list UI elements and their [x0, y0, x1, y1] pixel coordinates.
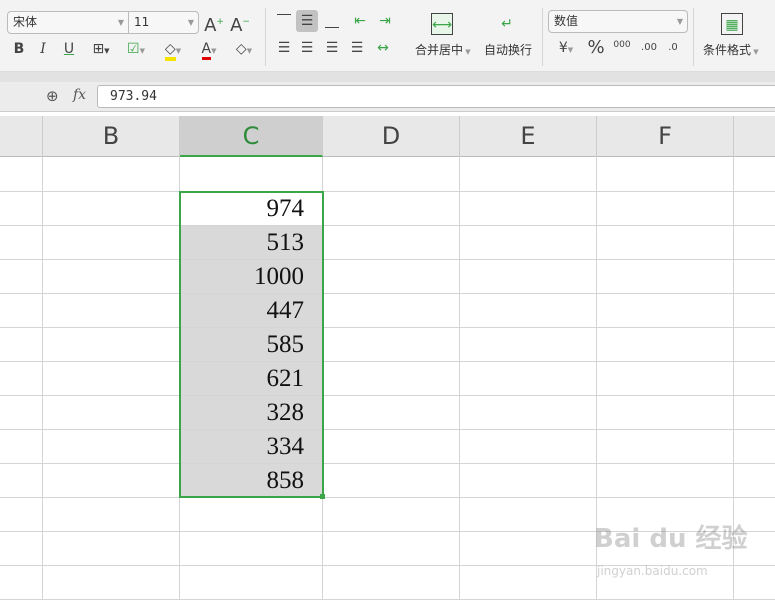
row-gridline: [0, 293, 775, 294]
distribute-icon[interactable]: ↔: [377, 40, 389, 56]
row-gridline: [0, 259, 775, 260]
watermark-logo: Bai du 经验: [594, 524, 748, 554]
cell-c8[interactable]: 328: [180, 396, 322, 429]
chevron-down-icon: ▼: [676, 17, 683, 26]
align-left-icon[interactable]: ☰: [277, 40, 291, 56]
increase-decimal-button[interactable]: .00: [641, 42, 657, 53]
underline-icon[interactable]: U: [63, 41, 75, 57]
column-gridline: [596, 157, 597, 599]
font-color-icon[interactable]: A▼: [194, 38, 224, 60]
clear-format-icon[interactable]: ◇▼: [235, 41, 253, 57]
conditional-format-icon[interactable]: ▦: [721, 13, 743, 35]
align-right-icon[interactable]: ☰: [325, 40, 339, 56]
merge-center-label: 合并居中: [415, 43, 464, 57]
percent-button[interactable]: %: [587, 37, 605, 58]
font-size-select[interactable]: 11 ▼: [128, 11, 199, 34]
align-middle-icon[interactable]: ☰: [296, 10, 318, 32]
thousands-button[interactable]: 000: [613, 40, 631, 50]
formula-input[interactable]: 973.94: [97, 85, 775, 108]
italic-icon[interactable]: I: [40, 41, 46, 57]
row-gridline: [0, 497, 775, 498]
fill-color-icon[interactable]: ◇▼: [158, 38, 188, 61]
row-gridline: [0, 429, 775, 430]
column-header-a[interactable]: [0, 116, 43, 157]
decrease-decimal-button[interactable]: .0: [668, 42, 678, 53]
font-name-value: 宋体: [13, 15, 38, 29]
fill-handle[interactable]: [320, 494, 325, 499]
bold-icon[interactable]: B: [13, 41, 25, 57]
font-size-value: 11: [134, 15, 150, 29]
align-bottom-icon[interactable]: ⎽: [325, 13, 339, 29]
column-header-c[interactable]: C: [180, 116, 323, 157]
divider: [542, 8, 543, 66]
chevron-down-icon: ▼: [187, 18, 194, 27]
align-top-icon[interactable]: ⎺: [277, 13, 291, 29]
cell-c10[interactable]: 858: [180, 464, 322, 497]
wrap-text-button[interactable]: 自动换行: [484, 43, 533, 57]
font-name-select[interactable]: 宋体 ▼: [7, 11, 129, 34]
cell-c7[interactable]: 621: [180, 362, 322, 395]
column-header-e[interactable]: E: [460, 116, 597, 157]
cell-style-icon[interactable]: ☑▼: [127, 41, 145, 57]
cell-c3[interactable]: 513: [180, 226, 322, 259]
cell-c4[interactable]: 1000: [180, 260, 322, 293]
divider: [693, 8, 694, 66]
currency-icon[interactable]: ¥▼: [558, 40, 574, 56]
row-gridline: [0, 191, 775, 192]
fx-icon[interactable]: fx: [73, 87, 87, 103]
increase-font-icon[interactable]: A+: [204, 15, 224, 36]
column-gridline: [733, 157, 734, 599]
justify-icon[interactable]: ☰: [350, 40, 364, 56]
conditional-format-label: 条件格式: [703, 43, 752, 57]
align-center-icon[interactable]: ☰: [300, 40, 314, 56]
row-gridline: [0, 361, 775, 362]
zoom-search-icon[interactable]: ⊕: [46, 87, 59, 105]
merge-center-button[interactable]: 合并居中 ▼: [415, 43, 471, 57]
decrease-font-icon[interactable]: A−: [230, 15, 250, 36]
cell-c6[interactable]: 585: [180, 328, 322, 361]
formula-bar: ⊕ fx 973.94: [0, 82, 775, 112]
row-gridline: [0, 565, 775, 566]
row-gridline: [0, 395, 775, 396]
cell-c9[interactable]: 334: [180, 430, 322, 463]
chevron-down-icon: ▼: [117, 18, 124, 27]
column-gridline: [459, 157, 460, 599]
column-header-f[interactable]: F: [597, 116, 734, 157]
row-gridline: [0, 327, 775, 328]
column-gridline: [322, 157, 323, 599]
merge-center-icon[interactable]: ⟷: [431, 13, 453, 35]
ribbon-separator: [0, 72, 775, 82]
conditional-format-button[interactable]: 条件格式 ▼: [703, 43, 759, 57]
row-gridline: [0, 463, 775, 464]
number-format-value: 数值: [554, 14, 579, 28]
indent-decrease-icon[interactable]: ⇤: [354, 13, 366, 29]
number-format-select[interactable]: 数值 ▼: [548, 10, 688, 33]
cell-c2[interactable]: 974: [180, 192, 322, 225]
border-icon[interactable]: ⊞▼: [92, 41, 110, 57]
wrap-text-icon[interactable]: ↵: [501, 16, 513, 32]
ribbon-toolbar: 宋体 ▼ 11 ▼ A+ A− B I U ⊞▼ ☑▼ ◇▼ A▼ ◇▼ ⎺ ☰ ⎽…: [0, 0, 775, 72]
column-header-d[interactable]: D: [323, 116, 460, 157]
row-gridline: [0, 225, 775, 226]
row-gridline: [0, 531, 775, 532]
cell-c5[interactable]: 447: [180, 294, 322, 327]
divider: [265, 8, 266, 66]
indent-increase-icon[interactable]: ⇥: [379, 13, 391, 29]
column-headers: B C D E F: [0, 116, 775, 157]
column-header-b[interactable]: B: [43, 116, 180, 157]
watermark-url: jingyan.baidu.com: [597, 564, 708, 578]
column-gridline: [42, 157, 43, 599]
